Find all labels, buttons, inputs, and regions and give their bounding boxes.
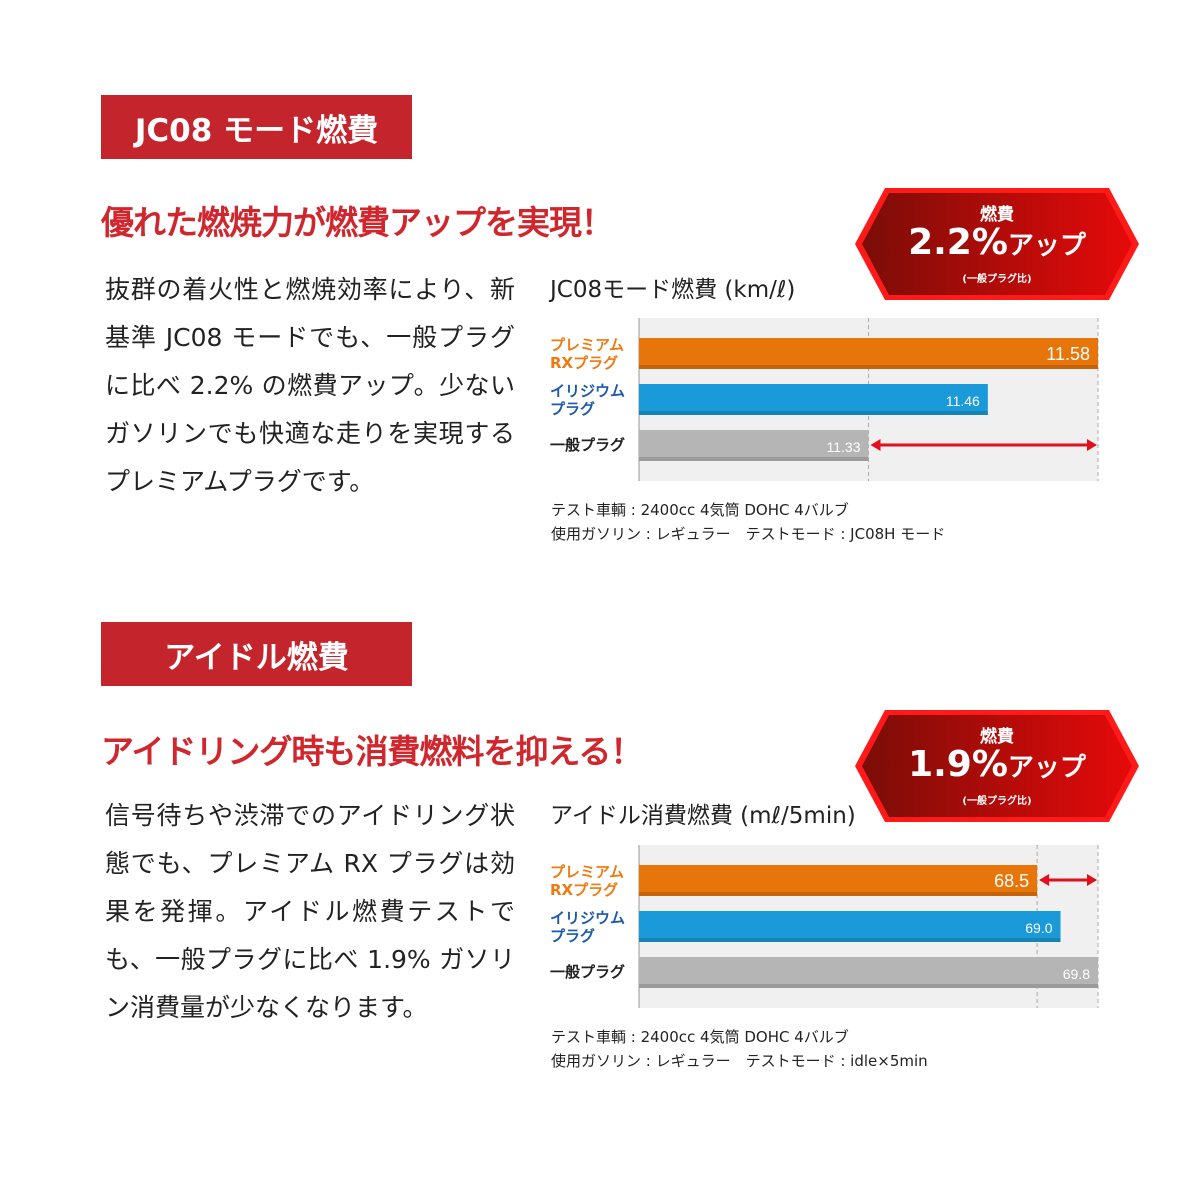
bar-shade <box>639 984 1098 988</box>
bar-shade <box>639 365 1098 369</box>
category-label: RXプラグ <box>550 881 618 899</box>
bar-shade <box>639 892 1038 896</box>
headline: アイドリング時も消費燃料を抑える！ <box>101 732 643 771</box>
bar <box>639 430 869 461</box>
bar <box>639 384 988 415</box>
badge-note: (一般プラグ比) <box>962 274 1032 285</box>
body-text: 抜群の着火性と燃焼効率により、新基準 JC08 モードでも、一般プラグに比べ 2… <box>105 275 515 496</box>
badge-value: 2.2% <box>908 222 1008 263</box>
category-label: プレミアム <box>550 336 624 354</box>
arrow-head-left <box>870 439 881 451</box>
arrow-head-right <box>1087 874 1097 886</box>
note-line: 使用ガソリン : レギュラー テストモード : JC08H モード <box>551 525 946 543</box>
badge-suffix: アップ <box>1007 753 1086 783</box>
category-label: RXプラグ <box>550 354 618 372</box>
improvement-badge: 燃費 2.2%アップ (一般プラグ比) <box>853 186 1141 302</box>
note-line: 使用ガソリン : レギュラー テストモード : idle×5min <box>551 1052 928 1070</box>
category-label: イリジウム <box>550 909 625 927</box>
category-label: プラグ <box>550 400 595 418</box>
test-notes: テスト車輌 : 2400cc 4気筒 DOHC 4バルブ 使用ガソリン : レギ… <box>551 1025 928 1073</box>
section-tag: アイドル燃費 <box>101 622 412 686</box>
test-notes: テスト車輌 : 2400cc 4気筒 DOHC 4バルブ 使用ガソリン : レギ… <box>551 498 945 546</box>
bar <box>639 338 1098 369</box>
badge-label: 燃費 <box>980 727 1014 747</box>
category-label: プレミアム <box>550 863 624 881</box>
badge-suffix: アップ <box>1007 231 1086 261</box>
category-label: 一般プラグ <box>550 963 625 981</box>
bar <box>639 865 1038 896</box>
bar-shade <box>639 938 1061 942</box>
chart-title: JC08モード燃費 (km/ℓ) <box>550 277 796 303</box>
category-label: 一般プラグ <box>550 436 625 454</box>
bar <box>639 911 1061 942</box>
note-line: テスト車輌 : 2400cc 4気筒 DOHC 4バルブ <box>551 1028 849 1046</box>
body-text: 信号待ちや渋滞でのアイドリング状態でも、プレミアム RX プラグは効果を発揮。ア… <box>105 801 515 1022</box>
section-idle: アイドル燃費 アイドリング時も消費燃料を抑える！ 信号待ちや渋滞でのアイドリング… <box>0 527 1200 1087</box>
bar-shade <box>639 457 869 461</box>
category-label: プラグ <box>550 927 595 945</box>
headline: 優れた燃焼力が燃費アップを実現！ <box>101 203 614 242</box>
bar-value-label: 69.0 <box>1025 920 1052 936</box>
badge-label: 燃費 <box>980 205 1014 225</box>
bar-value-label: 11.46 <box>946 393 980 409</box>
note-line: テスト車輌 : 2400cc 4気筒 DOHC 4バルブ <box>551 501 849 519</box>
section-jc08: JC08 モード燃費 優れた燃焼力が燃費アップを実現！ 抜群の着火性と燃焼効率に… <box>0 0 1200 560</box>
bar-shade <box>639 411 988 415</box>
badge-value: 1.9% <box>908 744 1008 785</box>
bar <box>639 957 1098 988</box>
bar-value-label: 68.5 <box>994 871 1029 891</box>
bar-value-label: 69.8 <box>1063 966 1090 982</box>
arrow-head-right <box>1087 439 1097 451</box>
bar-value-label: 11.58 <box>1046 344 1090 364</box>
chart-title: アイドル消費燃費 (mℓ/5min) <box>550 803 856 829</box>
arrow-head-left <box>1039 874 1050 886</box>
improvement-badge: 燃費 1.9%アップ (一般プラグ比) <box>853 708 1141 824</box>
bar-value-label: 11.33 <box>827 439 861 455</box>
category-label: イリジウム <box>550 382 625 400</box>
section-tag: JC08 モード燃費 <box>101 95 412 159</box>
badge-note: (一般プラグ比) <box>962 796 1032 807</box>
